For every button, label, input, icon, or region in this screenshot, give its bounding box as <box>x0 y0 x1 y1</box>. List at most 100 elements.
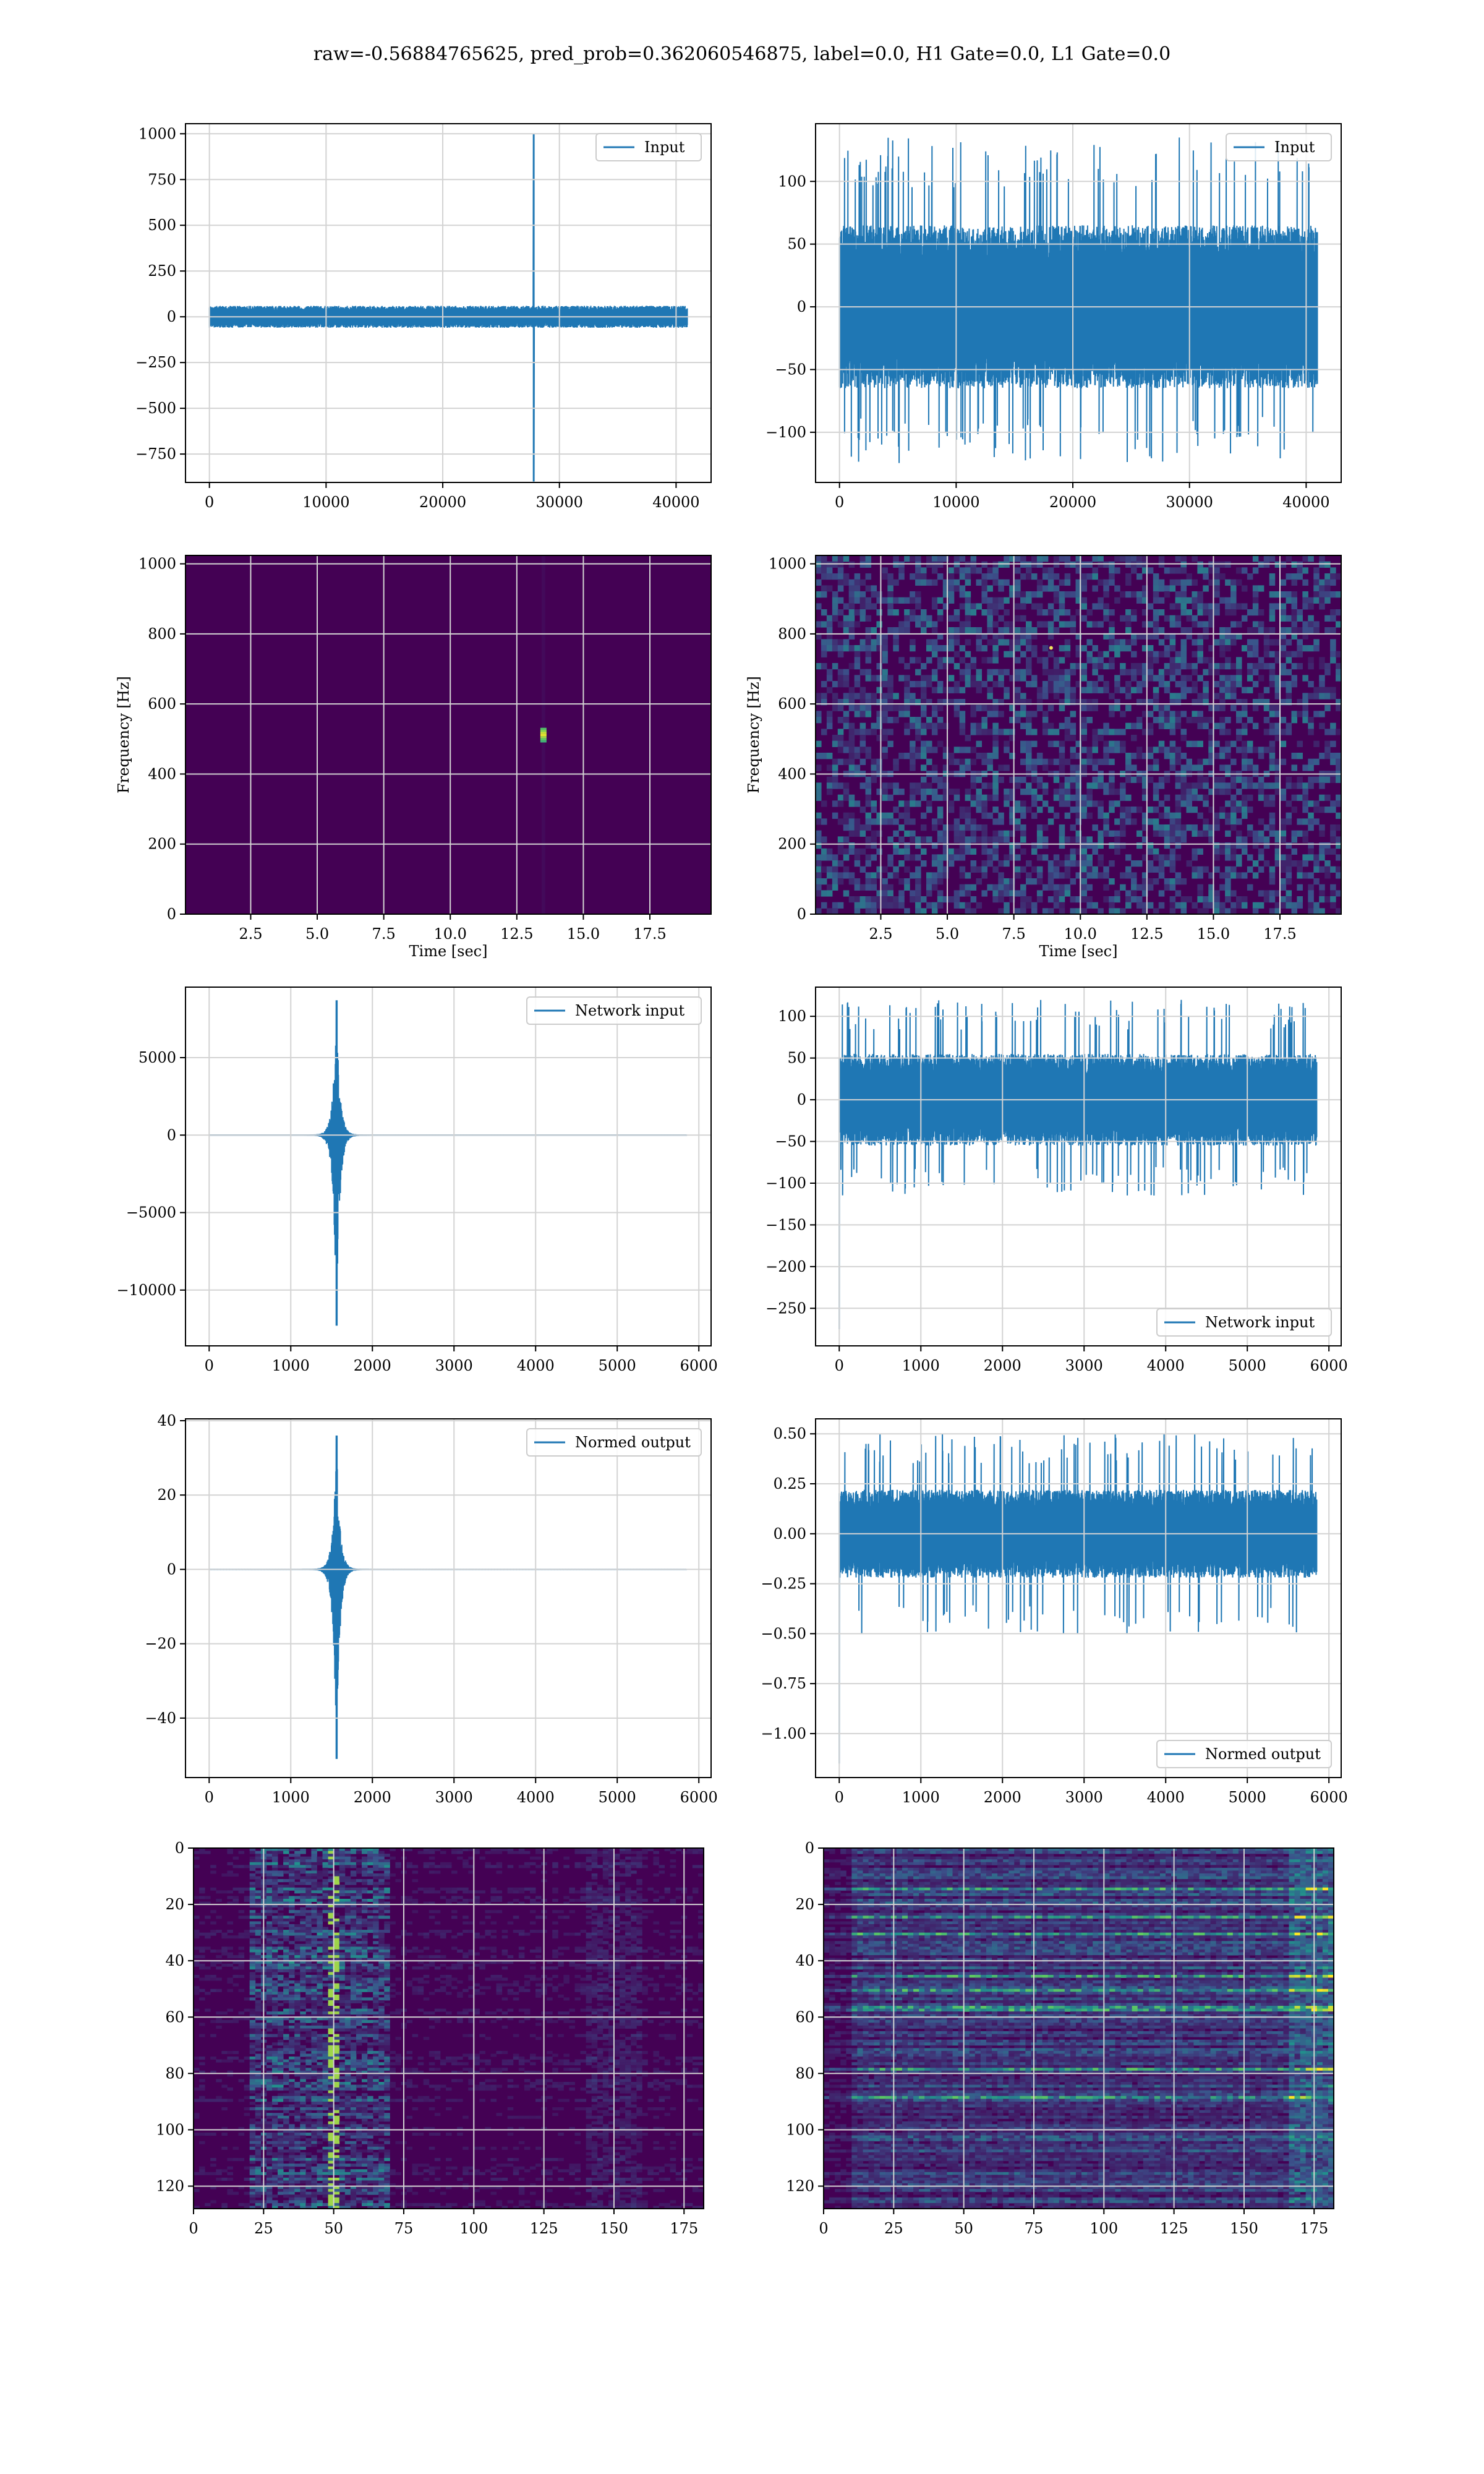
heatmap-cell <box>1147 729 1154 735</box>
heatmap-cell <box>1109 657 1115 664</box>
heatmap-cell <box>602 1859 609 1863</box>
heatmap-cell <box>926 782 932 789</box>
heatmap-cell <box>367 1918 373 1922</box>
heatmap-cell <box>356 1921 362 1925</box>
heatmap-cell <box>271 1901 278 1905</box>
heatmap-cell <box>602 1918 609 1922</box>
x-tick-label: 12.5 <box>1130 925 1163 943</box>
heatmap-cell <box>1075 764 1082 771</box>
heatmap-cell <box>1169 669 1176 675</box>
heatmap-cell <box>1081 896 1088 903</box>
heatmap-cell <box>854 573 861 580</box>
heatmap-cell <box>311 1943 317 1947</box>
heatmap-cell <box>953 896 960 903</box>
heatmap-cell <box>238 1952 245 1956</box>
heatmap-cell <box>350 1921 357 1925</box>
heatmap-cell <box>412 1949 419 1953</box>
heatmap-cell <box>859 848 866 855</box>
heatmap-cell <box>1274 764 1281 771</box>
heatmap-cell <box>1141 824 1148 831</box>
heatmap-cell <box>378 1856 385 1860</box>
heatmap-cell <box>1297 740 1303 747</box>
heatmap-cell <box>1225 639 1231 646</box>
heatmap-cell <box>490 1851 497 1854</box>
heatmap-cell <box>1225 609 1231 616</box>
heatmap-cell <box>1098 621 1104 628</box>
heatmap-cell <box>602 1854 609 1857</box>
heatmap-cell <box>1175 818 1182 825</box>
heatmap-cell <box>361 1910 368 1914</box>
heatmap-cell <box>440 1935 446 1939</box>
heatmap-cell <box>1086 866 1093 873</box>
heatmap-cell <box>333 1873 340 1877</box>
heatmap-cell <box>255 1930 262 1933</box>
heatmap-cell <box>1186 615 1193 622</box>
heatmap-cell <box>378 1915 385 1919</box>
heatmap-cell <box>1075 908 1082 914</box>
heatmap-cell <box>1236 735 1242 742</box>
heatmap-cell <box>501 1949 508 1953</box>
heatmap-cell <box>670 1901 676 1905</box>
heatmap-cell <box>1308 555 1314 562</box>
heatmap-cell <box>373 1848 379 1852</box>
heatmap-cell <box>1075 753 1082 760</box>
heatmap-cell <box>361 1941 368 1945</box>
heatmap-cell <box>249 1848 256 1852</box>
heatmap-cell <box>1009 753 1015 760</box>
heatmap-cell <box>1141 789 1148 795</box>
heatmap-cell <box>468 1952 474 1956</box>
heatmap-cell <box>490 1921 497 1925</box>
heatmap-cell <box>1252 651 1259 657</box>
heatmap-cell <box>574 1898 581 1903</box>
heatmap-cell <box>1203 681 1209 688</box>
heatmap-cell <box>1015 776 1021 783</box>
heatmap-cell <box>597 1932 603 1936</box>
heatmap-cell <box>843 675 850 682</box>
heatmap-cell <box>1313 579 1320 586</box>
heatmap-cell <box>205 1935 211 1939</box>
heatmap-cell <box>1114 890 1120 897</box>
heatmap-cell <box>1219 663 1226 670</box>
heatmap-cell <box>1042 621 1049 628</box>
heatmap-cell <box>283 1935 289 1939</box>
heatmap-cell <box>620 1910 626 1914</box>
heatmap-cell <box>998 633 1004 640</box>
heatmap-cell <box>1269 740 1276 747</box>
heatmap-cell <box>1004 561 1010 568</box>
heatmap-cell <box>238 1946 245 1950</box>
y-tick-label: 0 <box>167 1126 176 1144</box>
heatmap-cell <box>942 747 949 753</box>
heatmap-cell <box>1158 890 1165 897</box>
heatmap-cell <box>1070 836 1077 843</box>
heatmap-cell <box>937 687 944 693</box>
heatmap-cell <box>959 699 966 706</box>
heatmap-cell <box>1319 693 1325 700</box>
heatmap-cell <box>981 717 987 724</box>
heatmap-cell <box>992 651 999 657</box>
heatmap-cell <box>1081 878 1088 885</box>
heatmap-cell <box>361 1881 368 1885</box>
heatmap-cell <box>1103 747 1109 753</box>
heatmap-cell <box>344 1961 351 1964</box>
heatmap-cell <box>518 1851 525 1854</box>
heatmap-cell <box>915 890 921 897</box>
heatmap-cell <box>1219 651 1226 657</box>
heatmap-cell <box>876 789 882 795</box>
heatmap-cell <box>1214 782 1220 789</box>
heatmap-cell <box>1302 854 1308 861</box>
heatmap-cell <box>987 573 993 580</box>
heatmap-cell <box>1269 675 1276 682</box>
heatmap-cell <box>915 729 921 735</box>
heatmap-cell <box>1313 860 1320 867</box>
heatmap-cell <box>1286 842 1292 849</box>
heatmap-cell <box>1336 573 1341 580</box>
heatmap-cell <box>887 836 893 843</box>
heatmap-cell <box>249 1963 256 1967</box>
heatmap-cell <box>1219 573 1226 580</box>
heatmap-cell <box>496 1961 503 1964</box>
heatmap-cell <box>1302 782 1308 789</box>
heatmap-cell <box>1291 782 1298 789</box>
heatmap-cell <box>608 1946 615 1950</box>
heatmap-cell <box>826 573 833 580</box>
